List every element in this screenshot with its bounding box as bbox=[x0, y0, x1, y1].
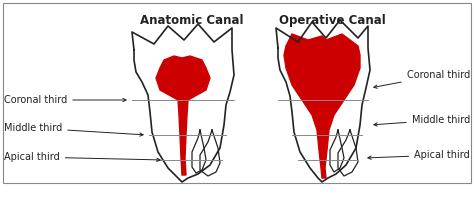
Bar bbox=[3, 3, 471, 183]
Text: Anatomic Canal: Anatomic Canal bbox=[140, 14, 244, 27]
Text: Middle third: Middle third bbox=[4, 123, 143, 136]
Text: Operative Canal: Operative Canal bbox=[279, 14, 385, 27]
Text: Middle third: Middle third bbox=[374, 115, 470, 126]
Polygon shape bbox=[156, 56, 210, 175]
Text: Apical third: Apical third bbox=[4, 152, 160, 162]
Text: Coronal third: Coronal third bbox=[4, 95, 126, 105]
Polygon shape bbox=[284, 34, 360, 178]
Text: Coronal third: Coronal third bbox=[374, 70, 470, 88]
Text: Apical third: Apical third bbox=[368, 150, 470, 160]
